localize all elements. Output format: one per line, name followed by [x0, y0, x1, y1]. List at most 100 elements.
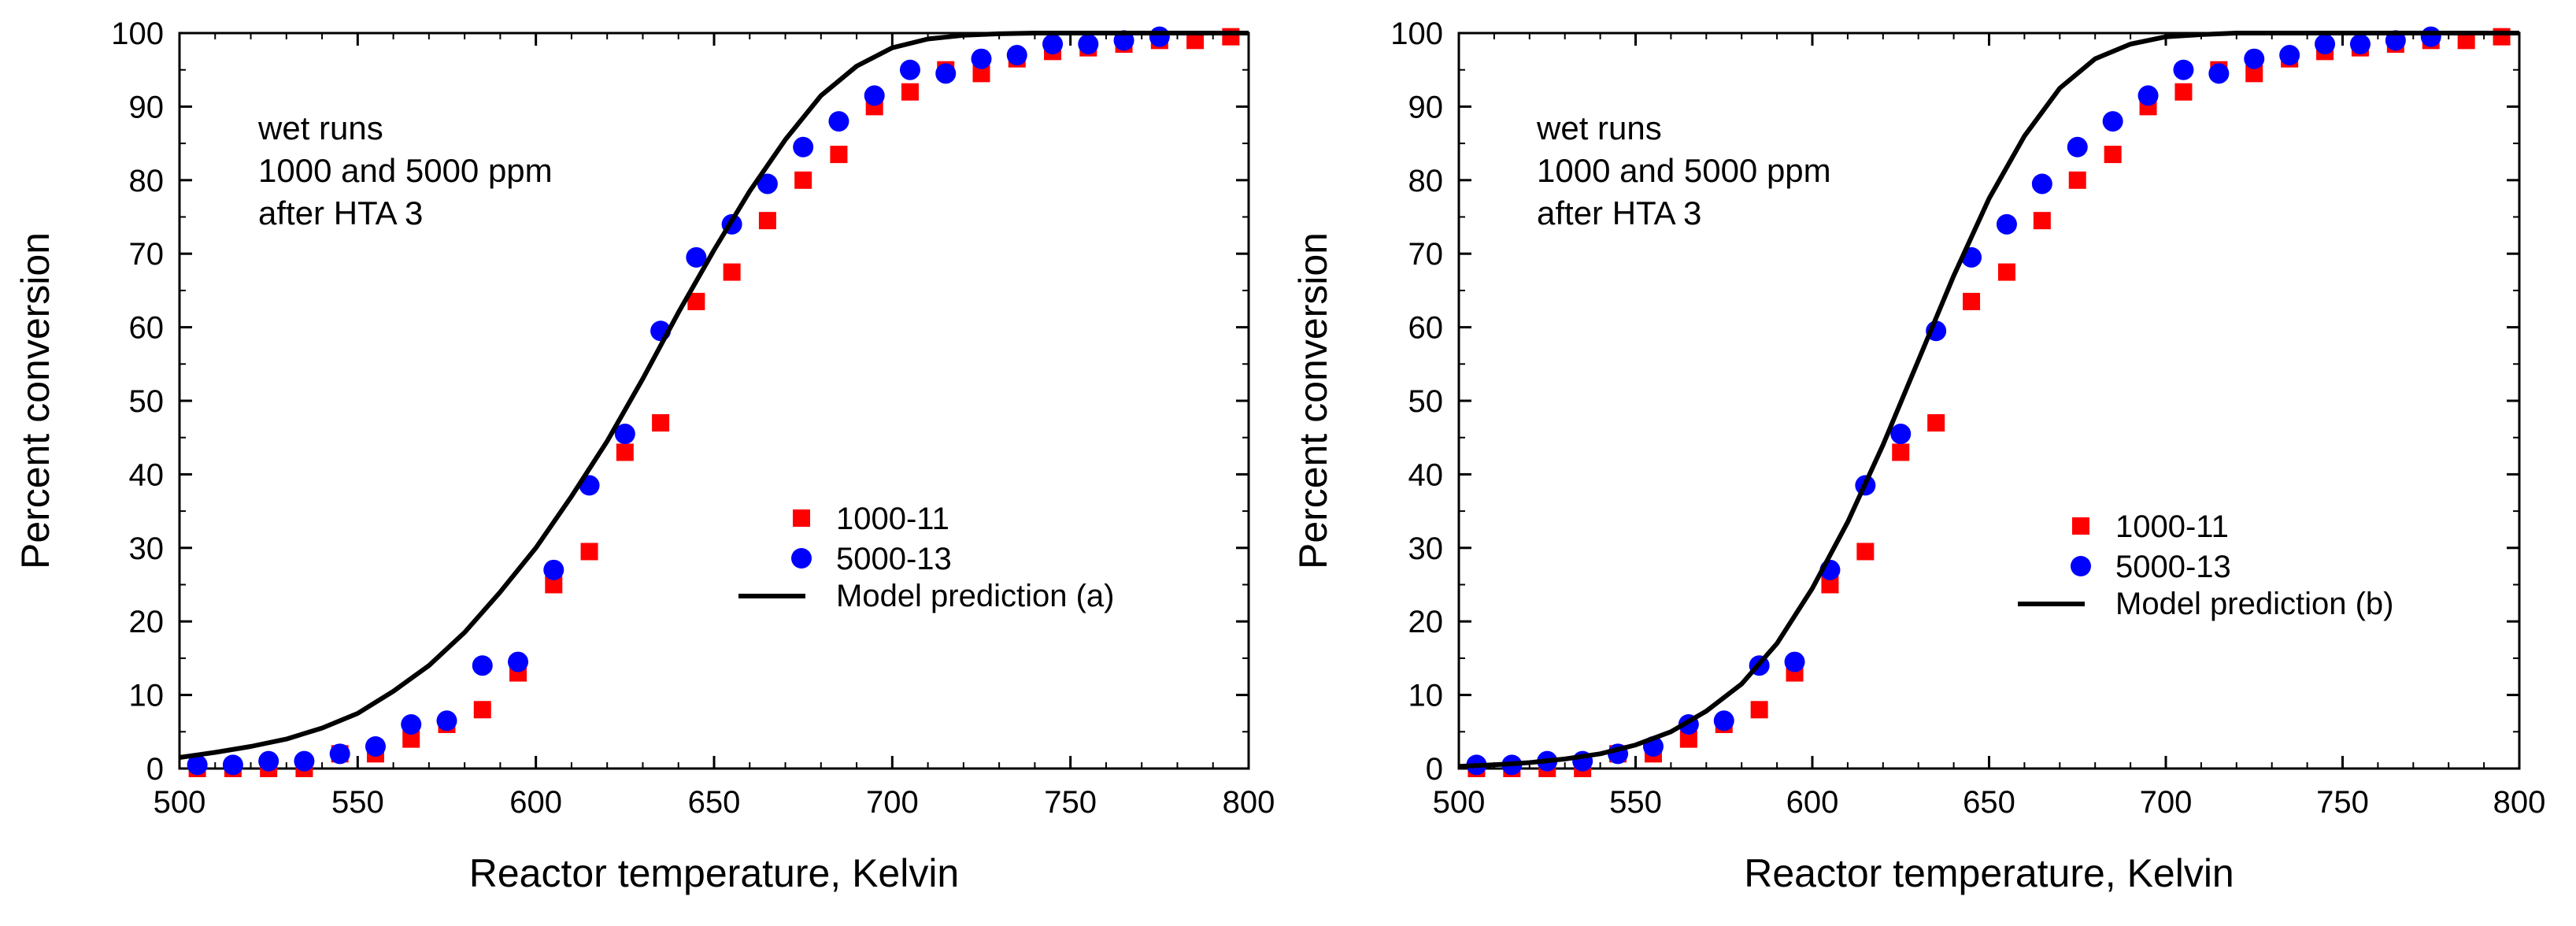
data-point-circle — [971, 48, 992, 69]
data-point-square — [830, 146, 848, 164]
x-tick-label: 600 — [509, 785, 562, 820]
y-tick-label: 70 — [129, 237, 165, 272]
x-tick-label: 500 — [1433, 785, 1486, 820]
x-axis-title: Reactor temperature, Kelvin — [469, 851, 960, 895]
y-tick-label: 90 — [1408, 90, 1444, 124]
data-point-circle — [294, 750, 315, 772]
data-point-square — [687, 292, 705, 310]
data-point-circle — [401, 713, 422, 735]
data-point-circle — [2315, 34, 2336, 55]
legend-swatch-circle — [791, 548, 812, 569]
x-tick-label: 750 — [1044, 785, 1097, 820]
data-point-circle — [614, 424, 635, 445]
y-tick-label: 10 — [129, 679, 165, 713]
legend-label: 1000-11 — [836, 502, 949, 536]
annotation-line: 1000 and 5000 ppm — [258, 152, 553, 189]
data-point-square — [545, 576, 563, 594]
data-point-circle — [1078, 34, 1099, 55]
data-point-circle — [757, 173, 778, 194]
data-point-square — [972, 65, 990, 83]
y-tick-label: 10 — [1408, 679, 1444, 713]
data-point-circle — [1713, 710, 1734, 732]
x-tick-label: 800 — [2493, 785, 2546, 820]
data-point-circle — [258, 750, 279, 772]
legend-label: Model prediction (a) — [836, 579, 1115, 613]
data-point-square — [1927, 414, 1945, 432]
data-point-square — [2245, 65, 2263, 83]
x-tick-label: 500 — [154, 785, 206, 820]
x-tick-label: 800 — [1223, 785, 1275, 820]
y-tick-label: 20 — [1408, 605, 1444, 639]
data-point-circle — [1149, 26, 1170, 47]
model-curve — [179, 31, 1249, 760]
legend-swatch-square — [793, 509, 810, 527]
data-point-square — [1892, 443, 1910, 461]
y-tick-label: 40 — [129, 457, 165, 492]
y-tick-label: 100 — [1390, 17, 1443, 51]
y-tick-label: 60 — [129, 311, 165, 346]
data-point-square — [616, 443, 634, 461]
data-point-circle — [2067, 136, 2088, 157]
annotation-line: after HTA 3 — [258, 194, 423, 232]
y-tick-label: 80 — [129, 164, 165, 198]
data-point-circle — [899, 59, 920, 80]
data-point-circle — [2031, 173, 2052, 194]
x-tick-label: 750 — [2316, 785, 2369, 820]
chart-panel-a: 500 550 600 650 700 750 800 0 10 20 30 40 50 60 70 80 90… — [13, 17, 1275, 895]
data-point-circle — [365, 735, 386, 757]
annotation-line: after HTA 3 — [1537, 194, 1701, 232]
data-point-square — [2457, 31, 2475, 50]
data-point-circle — [329, 743, 350, 765]
annotation-line: wet runs — [1536, 109, 1662, 146]
legend-label: 5000-13 — [2115, 550, 2231, 584]
data-point-circle — [2349, 34, 2371, 55]
legend-label: 1000-11 — [2115, 509, 2229, 544]
data-point-circle — [543, 559, 564, 580]
data-point-square — [473, 701, 491, 719]
data-point-circle — [793, 136, 814, 157]
data-point-square — [1186, 31, 1205, 50]
data-point-circle — [828, 111, 849, 132]
series-model-prediction-b- — [1458, 31, 2519, 769]
data-point-circle — [1042, 34, 1064, 55]
y-tick-label: 70 — [1408, 237, 1444, 272]
data-point-circle — [2102, 111, 2123, 132]
data-point-circle — [222, 754, 243, 776]
data-point-circle — [935, 63, 957, 84]
y-tick-label: 90 — [129, 90, 165, 124]
y-tick-label: 60 — [1408, 311, 1444, 346]
data-point-square — [723, 263, 741, 281]
y-tick-label: 30 — [1408, 532, 1444, 566]
data-point-square — [2104, 146, 2122, 164]
data-point-circle — [1784, 651, 1805, 672]
data-point-square — [758, 212, 776, 230]
y-tick-label: 30 — [129, 532, 165, 566]
y-tick-label: 80 — [1408, 164, 1444, 198]
data-point-square — [1750, 701, 1768, 719]
series-model-prediction-a- — [179, 31, 1249, 760]
y-axis-title: Percent conversion — [13, 232, 57, 569]
data-point-circle — [1996, 213, 2017, 235]
y-axis-title: Percent conversion — [1291, 232, 1335, 569]
data-point-square — [2493, 28, 2511, 46]
data-point-circle — [1890, 424, 1912, 445]
data-point-square — [1679, 730, 1697, 748]
x-tick-label: 550 — [1609, 785, 1662, 820]
y-tick-label: 40 — [1408, 457, 1444, 492]
data-point-square — [1963, 292, 1981, 310]
data-point-circle — [864, 85, 885, 106]
y-tick-label: 0 — [146, 752, 164, 787]
series-5000-13 — [187, 26, 1170, 776]
chart-panel-b: 500 550 600 650 700 750 800 0 10 20 30 40 50 60 70 80 90… — [1291, 17, 2545, 895]
data-point-circle — [2279, 45, 2300, 66]
legend-swatch-circle — [2071, 556, 2091, 576]
x-tick-label: 700 — [2140, 785, 2193, 820]
data-point-circle — [2173, 59, 2194, 80]
data-point-square — [794, 171, 812, 189]
model-curve — [1458, 31, 2519, 769]
data-point-square — [2068, 171, 2086, 189]
data-point-circle — [436, 710, 457, 732]
x-tick-label: 700 — [866, 785, 919, 820]
